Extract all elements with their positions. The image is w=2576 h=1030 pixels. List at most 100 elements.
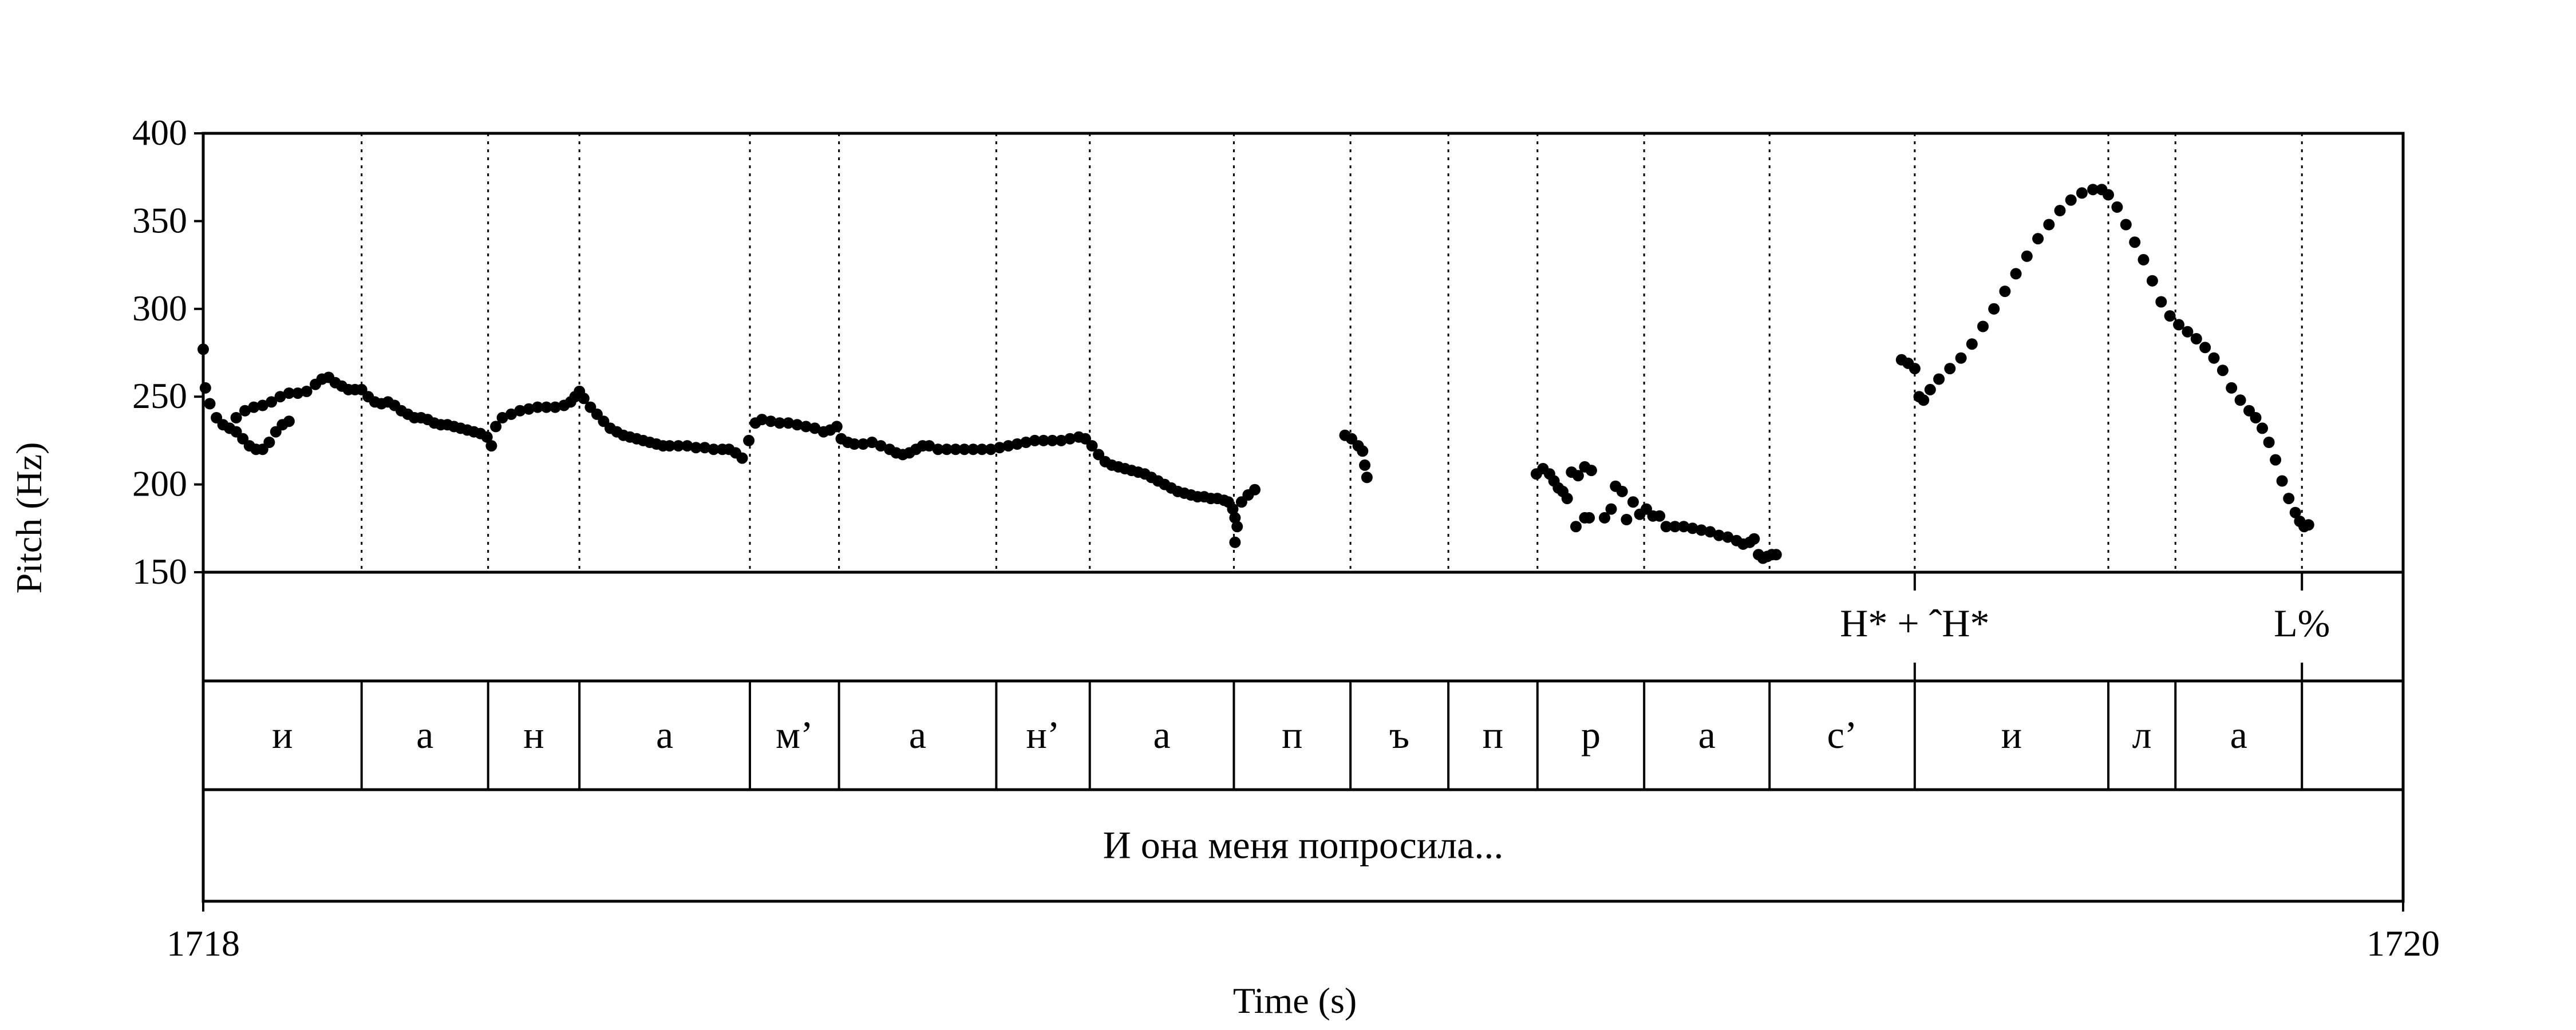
tone-label: L% bbox=[2274, 601, 2330, 645]
pitch-point bbox=[514, 405, 526, 417]
pitch-point bbox=[2199, 342, 2211, 354]
y-tick-label: 250 bbox=[132, 375, 187, 416]
pitch-point bbox=[950, 443, 962, 455]
pitch-point bbox=[1704, 526, 1716, 538]
pitch-point bbox=[1654, 510, 1666, 522]
pitch-point bbox=[2283, 493, 2295, 505]
pitch-point bbox=[1722, 531, 1734, 543]
pitch-point bbox=[1627, 496, 1639, 508]
pitch-point bbox=[263, 437, 275, 448]
pitch-point bbox=[301, 386, 313, 397]
pitch-point bbox=[578, 393, 590, 405]
pitch-point bbox=[1020, 437, 1032, 448]
utterance-label: И она меня попросила... bbox=[1103, 823, 1504, 867]
pitch-point bbox=[690, 442, 702, 454]
x-tick-label: 1720 bbox=[2366, 923, 2440, 964]
pitch-point bbox=[1359, 459, 1371, 471]
pitch-point bbox=[283, 387, 295, 399]
tone-label: H* + ˆH* bbox=[1840, 601, 1989, 645]
pitch-point bbox=[985, 443, 997, 455]
pitch-point bbox=[2190, 333, 2202, 344]
pitch-point bbox=[248, 401, 260, 413]
pitch-point bbox=[923, 440, 935, 452]
pitch-point bbox=[1570, 521, 1582, 533]
pitch-point bbox=[831, 421, 843, 433]
pitch-point bbox=[1909, 363, 1921, 375]
pitch-point bbox=[791, 419, 803, 431]
pitch-point bbox=[708, 443, 720, 455]
pitch-point bbox=[1696, 524, 1708, 536]
utterance-tier-frame bbox=[202, 788, 2405, 903]
pitch-point bbox=[2076, 187, 2088, 199]
pitch-point bbox=[2021, 250, 2033, 262]
pitch-point bbox=[1713, 529, 1725, 541]
pitch-point bbox=[994, 442, 1006, 454]
pitch-point bbox=[1669, 521, 1681, 533]
pitch-point bbox=[1748, 533, 1760, 545]
pitch-point bbox=[292, 387, 304, 399]
pitch-point bbox=[2270, 454, 2282, 466]
segment-label: а bbox=[909, 713, 926, 756]
pitch-point bbox=[699, 442, 711, 454]
pitch-point bbox=[773, 417, 785, 429]
segment-label: ъ bbox=[1389, 713, 1409, 756]
pitch-point bbox=[743, 434, 755, 446]
pitch-point bbox=[1046, 434, 1058, 446]
pitch-point bbox=[2146, 275, 2158, 287]
pitch-point bbox=[866, 437, 878, 448]
pitch-point bbox=[2250, 412, 2262, 423]
pitch-point bbox=[266, 396, 278, 408]
pitch-point bbox=[1361, 472, 1373, 484]
pitch-point bbox=[673, 440, 685, 452]
pitch-point bbox=[1585, 465, 1597, 477]
pitch-point bbox=[485, 440, 497, 452]
segment-label: а bbox=[2230, 713, 2247, 756]
pitch-point bbox=[941, 443, 953, 455]
pitch-point bbox=[1678, 521, 1690, 533]
pitch-point bbox=[800, 421, 812, 433]
pitch-points bbox=[197, 184, 2314, 564]
pitch-point bbox=[2276, 475, 2288, 487]
segment-label: н’ bbox=[1026, 713, 1060, 756]
pitch-point bbox=[2234, 394, 2246, 406]
tone-tier-frame bbox=[202, 571, 2405, 683]
segment-label: м’ bbox=[776, 713, 813, 756]
pitch-point bbox=[274, 391, 286, 403]
pitch-point bbox=[2043, 219, 2055, 231]
pitch-point bbox=[848, 438, 860, 450]
pitch-point bbox=[1227, 503, 1239, 515]
segment-label: а bbox=[1153, 713, 1170, 756]
x-tick-label: 1718 bbox=[167, 923, 240, 964]
pitch-point bbox=[1086, 440, 1098, 452]
pitch-point bbox=[540, 401, 552, 413]
axis-ticks: 150 200 250 300 350 400 1718 1720 bbox=[132, 112, 2440, 964]
pitch-point bbox=[1621, 514, 1633, 525]
pitch-point bbox=[1249, 484, 1261, 496]
pitch-point bbox=[1966, 338, 1978, 350]
pitch-point bbox=[1011, 438, 1023, 450]
pitch-point bbox=[1029, 434, 1041, 446]
pitch-point bbox=[1924, 383, 1936, 395]
pitch-point bbox=[2289, 506, 2301, 518]
pitch-point bbox=[2173, 319, 2184, 331]
segment-label: р bbox=[1581, 713, 1601, 756]
segment-label: и bbox=[2001, 713, 2022, 756]
segment-label: с’ bbox=[1827, 713, 1858, 756]
pitch-point bbox=[256, 399, 268, 411]
segment-boundary-lines bbox=[361, 133, 2303, 572]
pitch-point bbox=[532, 401, 544, 413]
pitch-point bbox=[2257, 422, 2268, 434]
pitch-point bbox=[2103, 189, 2114, 201]
pitch-point bbox=[1561, 493, 1573, 505]
pitch-point bbox=[681, 440, 693, 452]
pitch-point bbox=[2302, 519, 2314, 531]
pitch-point bbox=[663, 440, 675, 452]
chart-frames bbox=[202, 132, 2405, 903]
pitch-point bbox=[932, 443, 944, 455]
pitch-point bbox=[1064, 433, 1076, 445]
pitch-point bbox=[765, 415, 777, 427]
pitch-point bbox=[1231, 521, 1243, 533]
y-axis-title: Pitch (Hz) bbox=[9, 442, 49, 594]
y-tick-label: 350 bbox=[132, 200, 187, 240]
